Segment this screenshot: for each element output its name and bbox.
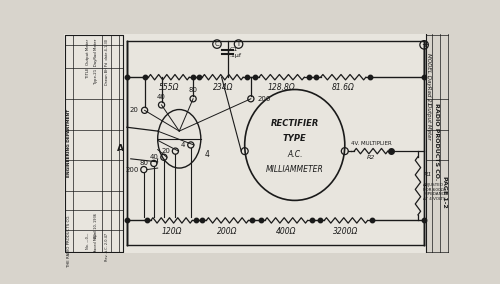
- Text: 80: 80: [188, 87, 198, 93]
- Text: April 10, 1936: April 10, 1936: [94, 213, 98, 238]
- Text: 4V. MULTIPLIER: 4V. MULTIPLIER: [350, 141, 392, 146]
- Text: A: A: [117, 144, 124, 153]
- Text: I: I: [238, 41, 240, 47]
- Text: 4: 4: [181, 142, 186, 148]
- Text: PAGE 1-2: PAGE 1-2: [442, 176, 446, 208]
- Text: 200Ω: 200Ω: [217, 227, 238, 236]
- Text: Rev. A.C. 2.0.47: Rev. A.C. 2.0.47: [105, 233, 109, 261]
- Text: A.C.: A.C.: [287, 150, 302, 159]
- Text: 20: 20: [130, 107, 138, 113]
- Text: 120Ω: 120Ω: [162, 227, 182, 236]
- Text: RADIO PRODUCTS CO.: RADIO PRODUCTS CO.: [434, 103, 439, 180]
- Text: THE RADIO PRODUCTS CO.: THE RADIO PRODUCTS CO.: [67, 215, 71, 268]
- Text: R2: R2: [367, 155, 375, 160]
- Text: 555Ω: 555Ω: [158, 83, 179, 91]
- Text: No. —0—: No. —0—: [86, 233, 89, 249]
- Text: MILLIAMMETER: MILLIAMMETER: [266, 165, 324, 174]
- Text: TITLE  Output Meter: TITLE Output Meter: [86, 39, 89, 78]
- Bar: [64, 35, 123, 252]
- Text: ADJUSTED
FOR 600Ω
IMPEDANCE
AT 4 VOLTS: ADJUSTED FOR 600Ω IMPEDANCE AT 4 VOLTS: [424, 183, 448, 201]
- Text: 3200Ω: 3200Ω: [334, 227, 358, 236]
- Text: 81.6Ω: 81.6Ω: [332, 83, 354, 91]
- Text: 40: 40: [157, 93, 166, 99]
- Text: 20: 20: [161, 148, 170, 154]
- Text: 80: 80: [140, 160, 148, 166]
- Text: RECTIFIER: RECTIFIER: [270, 119, 319, 128]
- Text: R1: R1: [424, 172, 432, 177]
- Text: 200: 200: [125, 167, 138, 173]
- Text: +: +: [420, 40, 428, 49]
- Text: Output Meter: Output Meter: [426, 103, 431, 139]
- Text: MODEL DayRad 21: MODEL DayRad 21: [426, 53, 431, 105]
- Text: Traced M.O.: Traced M.O.: [94, 233, 98, 253]
- Text: 200: 200: [257, 96, 270, 102]
- Text: ENGINEERING DEPARTMENT: ENGINEERING DEPARTMENT: [67, 109, 71, 178]
- Text: 128.8Ω: 128.8Ω: [268, 83, 295, 91]
- Text: 4: 4: [204, 150, 210, 159]
- Text: TYPE: TYPE: [283, 134, 306, 143]
- Text: Type-21  DayRad Meter: Type-21 DayRad Meter: [94, 39, 98, 84]
- Text: 234Ω: 234Ω: [212, 83, 233, 91]
- Bar: [426, 34, 449, 253]
- Text: Drawn BH Pd  date 4-1-30: Drawn BH Pd date 4-1-30: [105, 39, 109, 85]
- Text: .1μf: .1μf: [230, 53, 241, 58]
- Text: 400Ω: 400Ω: [276, 227, 296, 236]
- Text: C: C: [214, 41, 220, 47]
- Text: C1: C1: [230, 47, 237, 52]
- Text: 40: 40: [150, 154, 158, 160]
